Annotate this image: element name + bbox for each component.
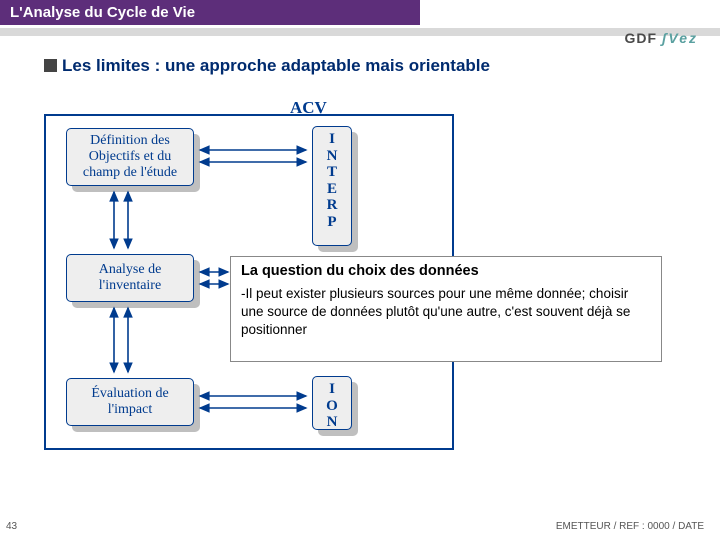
slide: L'Analyse du Cycle de Vie GDF ʃVeᴢ Les l… — [0, 0, 720, 540]
node-inventaire: Analyse del'inventaire — [66, 254, 194, 302]
footer-ref: EMETTEUR / REF : 0000 / DATE — [556, 521, 704, 532]
node-interpretation-lower: ION — [312, 376, 352, 430]
page-number: 43 — [6, 521, 17, 532]
node-label: Évaluation del'impact — [91, 386, 168, 418]
node-definition: Définition desObjectifs et duchamp de l'… — [66, 128, 194, 186]
callout-title: La question du choix des données — [241, 263, 651, 279]
node-label: Définition desObjectifs et duchamp de l'… — [83, 133, 177, 181]
subtitle: Les limites : une approche adaptable mai… — [62, 56, 490, 76]
node-interpretation-upper: INTERP — [312, 126, 352, 246]
callout-box: La question du choix des données -Il peu… — [230, 256, 662, 362]
divider — [0, 28, 720, 36]
node-label: Analyse del'inventaire — [99, 262, 162, 294]
bullet-icon — [44, 59, 57, 72]
node-impact: Évaluation del'impact — [66, 378, 194, 426]
title-bar: L'Analyse du Cycle de Vie — [0, 0, 420, 25]
logo: GDF ʃVeᴢ — [624, 30, 698, 46]
callout-body: -Il peut exister plusieurs sources pour … — [241, 285, 651, 340]
slide-title: L'Analyse du Cycle de Vie — [10, 4, 195, 21]
